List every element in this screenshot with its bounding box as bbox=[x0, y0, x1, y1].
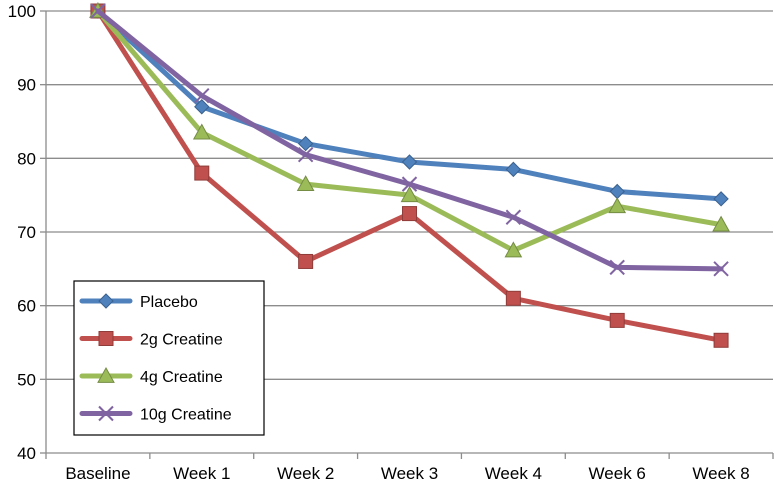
data-point-marker bbox=[504, 241, 523, 258]
legend-item: 10g Creatine bbox=[79, 405, 232, 424]
data-point-marker bbox=[713, 191, 729, 207]
data-point-marker bbox=[194, 165, 210, 181]
data-point-marker bbox=[609, 183, 625, 200]
data-point-marker bbox=[713, 261, 729, 277]
data-point-marker bbox=[90, 3, 106, 19]
series-line bbox=[95, 8, 724, 202]
marker-stroke bbox=[90, 3, 106, 19]
legend-item: 4g Creatine bbox=[79, 366, 223, 386]
legend: Placebo 2g Creatine 4g Creatine 10g Creatin… bbox=[73, 280, 265, 436]
data-point-marker bbox=[98, 405, 114, 422]
data-point-marker bbox=[713, 332, 729, 348]
data-point-marker bbox=[98, 331, 114, 346]
legend-label: Placebo bbox=[140, 294, 198, 311]
data-point-marker bbox=[192, 123, 211, 140]
x-tick-label: Week 3 bbox=[381, 464, 438, 483]
data-point-marker bbox=[297, 146, 314, 163]
y-tick-label: 60 bbox=[17, 297, 36, 316]
marker-stroke bbox=[98, 405, 114, 422]
legend-label: 4g Creatine bbox=[140, 369, 223, 386]
marker-stroke bbox=[609, 259, 625, 276]
legend-item: 2g Creatine bbox=[79, 331, 223, 349]
marker-stroke bbox=[297, 146, 314, 163]
y-tick-label: 40 bbox=[17, 444, 36, 463]
x-tick-label: Week 1 bbox=[173, 464, 230, 483]
x-tick-label: Week 6 bbox=[589, 464, 646, 483]
data-point-marker bbox=[194, 99, 210, 115]
y-tick-label: 50 bbox=[17, 370, 36, 389]
x-tick-label: Week 2 bbox=[277, 464, 334, 483]
y-tick-label: 80 bbox=[17, 149, 36, 168]
data-point-marker bbox=[296, 175, 315, 192]
series-10g-creatine bbox=[90, 3, 729, 277]
legend-label: 10g Creatine bbox=[140, 407, 232, 424]
marker-stroke bbox=[194, 88, 210, 104]
x-axis-ticks: Baseline Week 1 Week 2 Week 3 Week 4 Week 6 We… bbox=[45, 453, 774, 483]
y-tick-label: 100 bbox=[8, 2, 36, 21]
data-point-marker bbox=[297, 135, 314, 152]
series-group bbox=[89, 1, 730, 348]
data-point-marker bbox=[505, 290, 521, 306]
x-tick-label: Week 4 bbox=[485, 464, 542, 483]
data-point-marker bbox=[401, 154, 418, 170]
legend-label: 2g Creatine bbox=[140, 332, 223, 349]
data-point-marker bbox=[400, 186, 419, 203]
data-point-marker bbox=[401, 176, 418, 192]
data-point-marker bbox=[97, 366, 115, 383]
data-point-marker bbox=[298, 253, 314, 269]
y-tick-label: 90 bbox=[17, 76, 36, 95]
y-axis-ticks: 40 50 60 70 80 90 100 bbox=[8, 2, 46, 463]
data-point-marker bbox=[505, 209, 522, 225]
x-tick-label: Baseline bbox=[65, 464, 130, 483]
data-point-marker bbox=[402, 206, 417, 222]
data-point-marker bbox=[505, 161, 522, 178]
series-placebo bbox=[90, 3, 729, 207]
data-point-marker bbox=[609, 259, 625, 276]
marker-stroke bbox=[505, 209, 522, 225]
marker-stroke bbox=[713, 261, 729, 277]
data-point-marker bbox=[194, 88, 210, 104]
series-line bbox=[95, 8, 724, 272]
data-point-marker bbox=[609, 312, 625, 328]
x-tick-label: Week 8 bbox=[692, 464, 749, 483]
data-point-marker bbox=[98, 293, 114, 309]
series-4g-creatine bbox=[89, 1, 730, 258]
y-tick-label: 70 bbox=[17, 223, 36, 242]
data-point-marker bbox=[712, 215, 730, 232]
marker-stroke bbox=[401, 176, 418, 192]
legend-item: Placebo bbox=[79, 293, 198, 311]
data-point-marker bbox=[608, 197, 627, 214]
